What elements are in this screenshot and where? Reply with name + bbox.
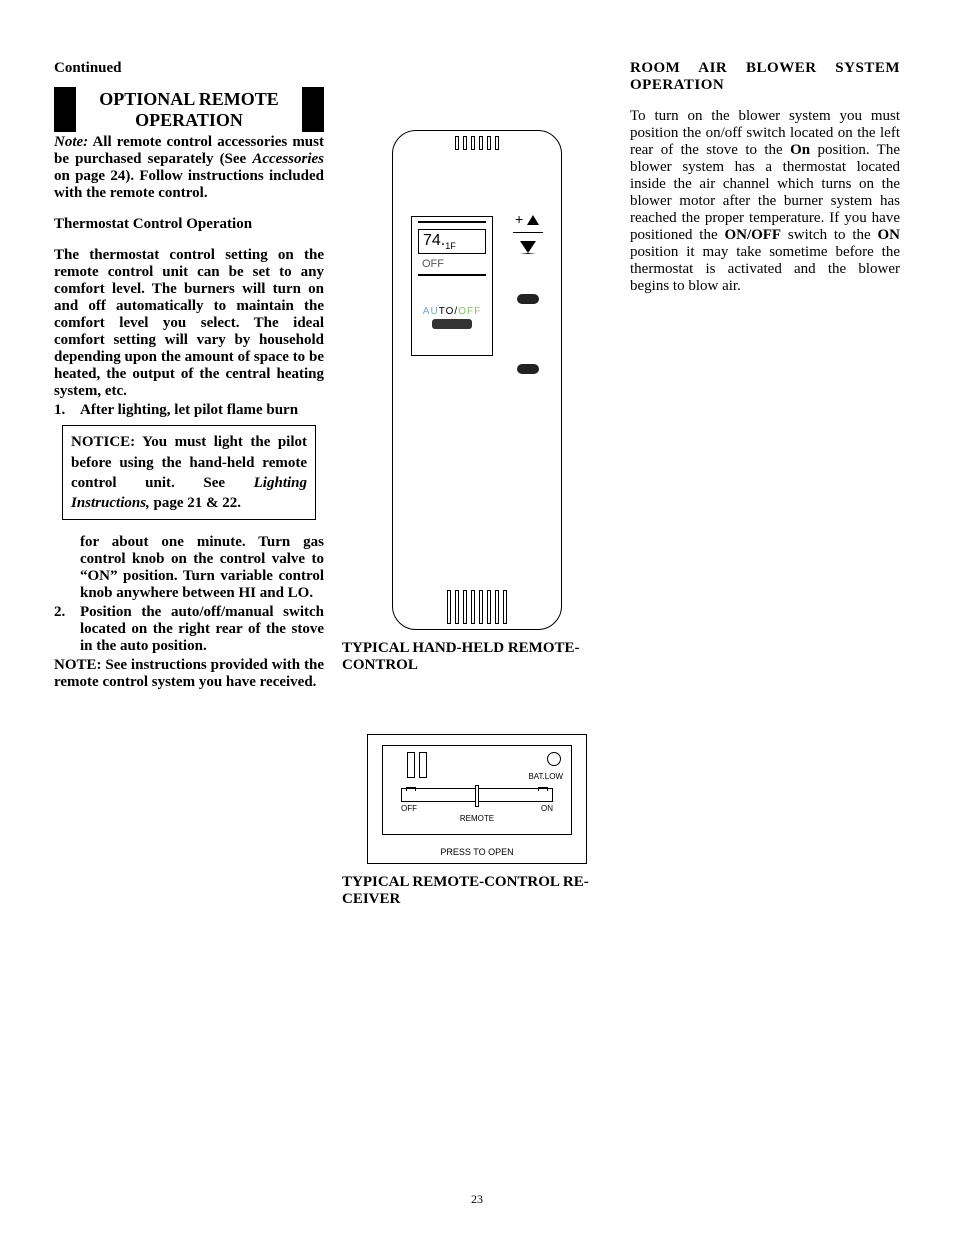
pill-button-2: [517, 364, 539, 374]
receiver-caption: TYPICAL REMOTE-CONTROL RE-CEIVER: [342, 874, 612, 908]
screen-temp: 74.1F: [418, 229, 486, 254]
list-item-1-lead: 1. After lighting, let pilot flame burn: [54, 402, 324, 419]
remote-outline: 74.1F OFF AUTO/OFF +: [392, 130, 562, 630]
screen-temp-unit: 1F: [445, 241, 456, 251]
down-arrow-icon: [520, 241, 536, 254]
receiver-inner: BAT.LOW OFF ON REMOTE: [382, 745, 572, 835]
receiver-press-label: PRESS TO OPEN: [368, 847, 586, 857]
receiver-on-label: ON: [541, 804, 553, 813]
receiver-switch: [401, 788, 553, 802]
list-num-2: 2.: [54, 604, 80, 655]
receiver-remote-label: REMOTE: [383, 814, 571, 823]
banner-block-left: [54, 87, 76, 132]
receiver-bars: [407, 752, 427, 778]
section-banner: OPTIONAL REMOTE OPERATION: [54, 87, 324, 132]
btn-divider-1: [513, 232, 543, 233]
receiver-led-icon: [547, 752, 561, 766]
blower-t4: position it may take sometime before the…: [630, 244, 900, 294]
list-body-1-lead: After lighting, let pilot flame burn: [80, 402, 324, 419]
list-body-2: Position the auto/off/manual switch loca…: [80, 604, 324, 655]
note-prefix: Note:: [54, 134, 88, 150]
receiver-figure: BAT.LOW OFF ON REMOTE PRESS TO OPEN: [342, 734, 612, 864]
column-left: Continued OPTIONAL REMOTE OPERATION Note…: [54, 60, 324, 908]
screen-line-top: [418, 221, 486, 223]
list-num-1: 1.: [54, 402, 80, 419]
page-number: 23: [0, 1192, 954, 1207]
note-paragraph: Note: All remote control accessories mus…: [54, 134, 324, 202]
screen-auto-label: AUTO/OFF: [418, 306, 486, 317]
instruction-list-2: 2. Position the auto/off/manual switch l…: [54, 604, 324, 655]
remote-top-grille: [455, 136, 499, 150]
note-tail: on page 24). Follow instructions include…: [54, 168, 324, 201]
auto-a: AU: [423, 306, 439, 317]
receiver-batlow-label: BAT.LOW: [528, 772, 563, 781]
receiver-outline: BAT.LOW OFF ON REMOTE PRESS TO OPEN: [367, 734, 587, 864]
banner-block-right: [302, 87, 324, 132]
instruction-list: 1. After lighting, let pilot flame burn: [54, 402, 324, 419]
remote-screen: 74.1F OFF AUTO/OFF: [411, 216, 493, 356]
notice-tail: page 21 & 22.: [150, 495, 241, 511]
receiver-off-label: OFF: [401, 804, 417, 813]
notice-box: NOTICE: You must light the pilot before …: [62, 425, 316, 520]
plus-label: +: [513, 211, 543, 228]
plus-text: +: [515, 211, 523, 227]
remote-caption: TYPICAL HAND-HELD REMOTE-CONTROL: [342, 640, 612, 674]
remote-button-column: +: [513, 211, 543, 374]
blower-on2: ON: [878, 227, 901, 243]
screen-off-label: OFF: [422, 258, 486, 270]
note-2: NOTE: See instructions provided with the…: [54, 657, 324, 691]
screen-chip-icon: [432, 319, 472, 329]
auto-t: TO: [439, 306, 455, 317]
remote-figure: 74.1F OFF AUTO/OFF +: [342, 130, 612, 630]
blower-body: To turn on the blower system you must po…: [630, 108, 900, 295]
banner-title: OPTIONAL REMOTE OPERATION: [76, 87, 302, 132]
pill-button-1: [517, 294, 539, 304]
screen-temp-value: 74.: [423, 232, 445, 249]
blower-heading: ROOM AIR BLOWER SYSTEM OPERATION: [630, 60, 900, 94]
continued-label: Continued: [54, 60, 324, 77]
list-body-1-cont: for about one minute. Turn gas control k…: [80, 534, 324, 602]
screen-line-mid: [418, 274, 486, 276]
list-item-2: 2. Position the auto/off/manual switch l…: [54, 604, 324, 655]
blower-onoff: ON/OFF: [724, 227, 781, 243]
note-accessories: Accessories: [252, 151, 324, 167]
auto-off: OFF: [458, 306, 481, 317]
blower-t3: switch to the: [781, 227, 877, 243]
blower-on1: On: [790, 142, 810, 158]
thermostat-body: The thermostat control setting on the re…: [54, 247, 324, 400]
receiver-switch-labels: OFF ON: [401, 804, 553, 813]
column-right: ROOM AIR BLOWER SYSTEM OPERATION To turn…: [630, 60, 900, 908]
remote-bottom-grille: [447, 590, 507, 624]
thermostat-heading: Thermostat Control Operation: [54, 216, 324, 233]
column-middle: 74.1F OFF AUTO/OFF +: [342, 60, 612, 908]
